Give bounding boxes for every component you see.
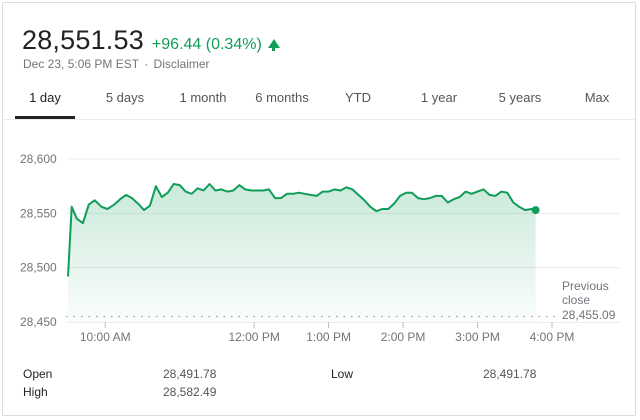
x-tick-label: 4:00 PM xyxy=(530,330,575,344)
previous-close-label: close xyxy=(562,293,590,307)
x-tick-label: 12:00 PM xyxy=(228,330,279,344)
range-tabs: 1 day 5 days 1 month 6 months YTD 1 year… xyxy=(3,79,637,119)
tab-6-months[interactable]: 6 months xyxy=(255,90,309,105)
y-tick-label: 28,450 xyxy=(20,315,57,329)
x-tick-label: 10:00 AM xyxy=(80,330,131,344)
tab-max[interactable]: Max xyxy=(584,90,610,105)
arrow-up-icon xyxy=(267,39,280,48)
stat-high-label: High xyxy=(23,385,48,399)
y-axis: 28,450 28,500 28,550 28,600 xyxy=(20,152,57,329)
previous-close-value: 28,455.09 xyxy=(562,308,616,322)
tab-1-day[interactable]: 1 day xyxy=(15,79,75,119)
tab-1-month[interactable]: 1 month xyxy=(179,90,227,105)
last-price-dot xyxy=(531,206,540,215)
price-change: +96.44 (0.34%) xyxy=(151,36,262,53)
y-tick-label: 28,500 xyxy=(20,261,57,275)
stat-low-value: 28,491.78 xyxy=(483,367,537,381)
price-line xyxy=(67,183,536,277)
tab-5-days[interactable]: 5 days xyxy=(105,90,145,105)
x-tick-label: 1:00 PM xyxy=(306,330,351,344)
stat-open-value: 28,491.78 xyxy=(163,367,217,381)
timestamp: Dec 23, 5:06 PM EST xyxy=(23,57,139,71)
x-axis: 10:00 AM 12:00 PM 1:00 PM 2:00 PM 3:00 PM 4:0… xyxy=(66,322,620,344)
price-area-fill xyxy=(68,184,536,322)
arrow-up-icon-stem xyxy=(271,46,275,51)
separator: · xyxy=(144,57,149,71)
disclaimer-link[interactable]: Disclaimer xyxy=(153,57,210,71)
y-tick-label: 28,550 xyxy=(20,206,57,220)
stat-high-value: 28,582.49 xyxy=(163,385,217,399)
tab-5-years[interactable]: 5 years xyxy=(498,90,542,105)
plot-area xyxy=(67,183,540,322)
stat-open-label: Open xyxy=(23,367,53,381)
price-chart[interactable]: 28,450 28,500 28,550 28,600 10:00 AM 12:00 P… xyxy=(0,0,640,360)
tab-divider xyxy=(3,119,637,120)
y-tick-label: 28,600 xyxy=(20,152,57,166)
current-price: 28,551.53 xyxy=(22,25,144,55)
x-tick-label: 3:00 PM xyxy=(455,330,500,344)
tab-1-year[interactable]: 1 year xyxy=(420,90,458,105)
tab-ytd[interactable]: YTD xyxy=(345,90,371,105)
previous-close-label: Previous xyxy=(562,279,609,293)
x-tick-label: 2:00 PM xyxy=(381,330,426,344)
quote-subline: Dec 23, 5:06 PM EST · Disclaimer xyxy=(23,57,210,71)
stat-low-label: Low xyxy=(331,367,354,381)
quote-header: 28,551.53 +96.44 (0.34%) xyxy=(22,25,283,56)
